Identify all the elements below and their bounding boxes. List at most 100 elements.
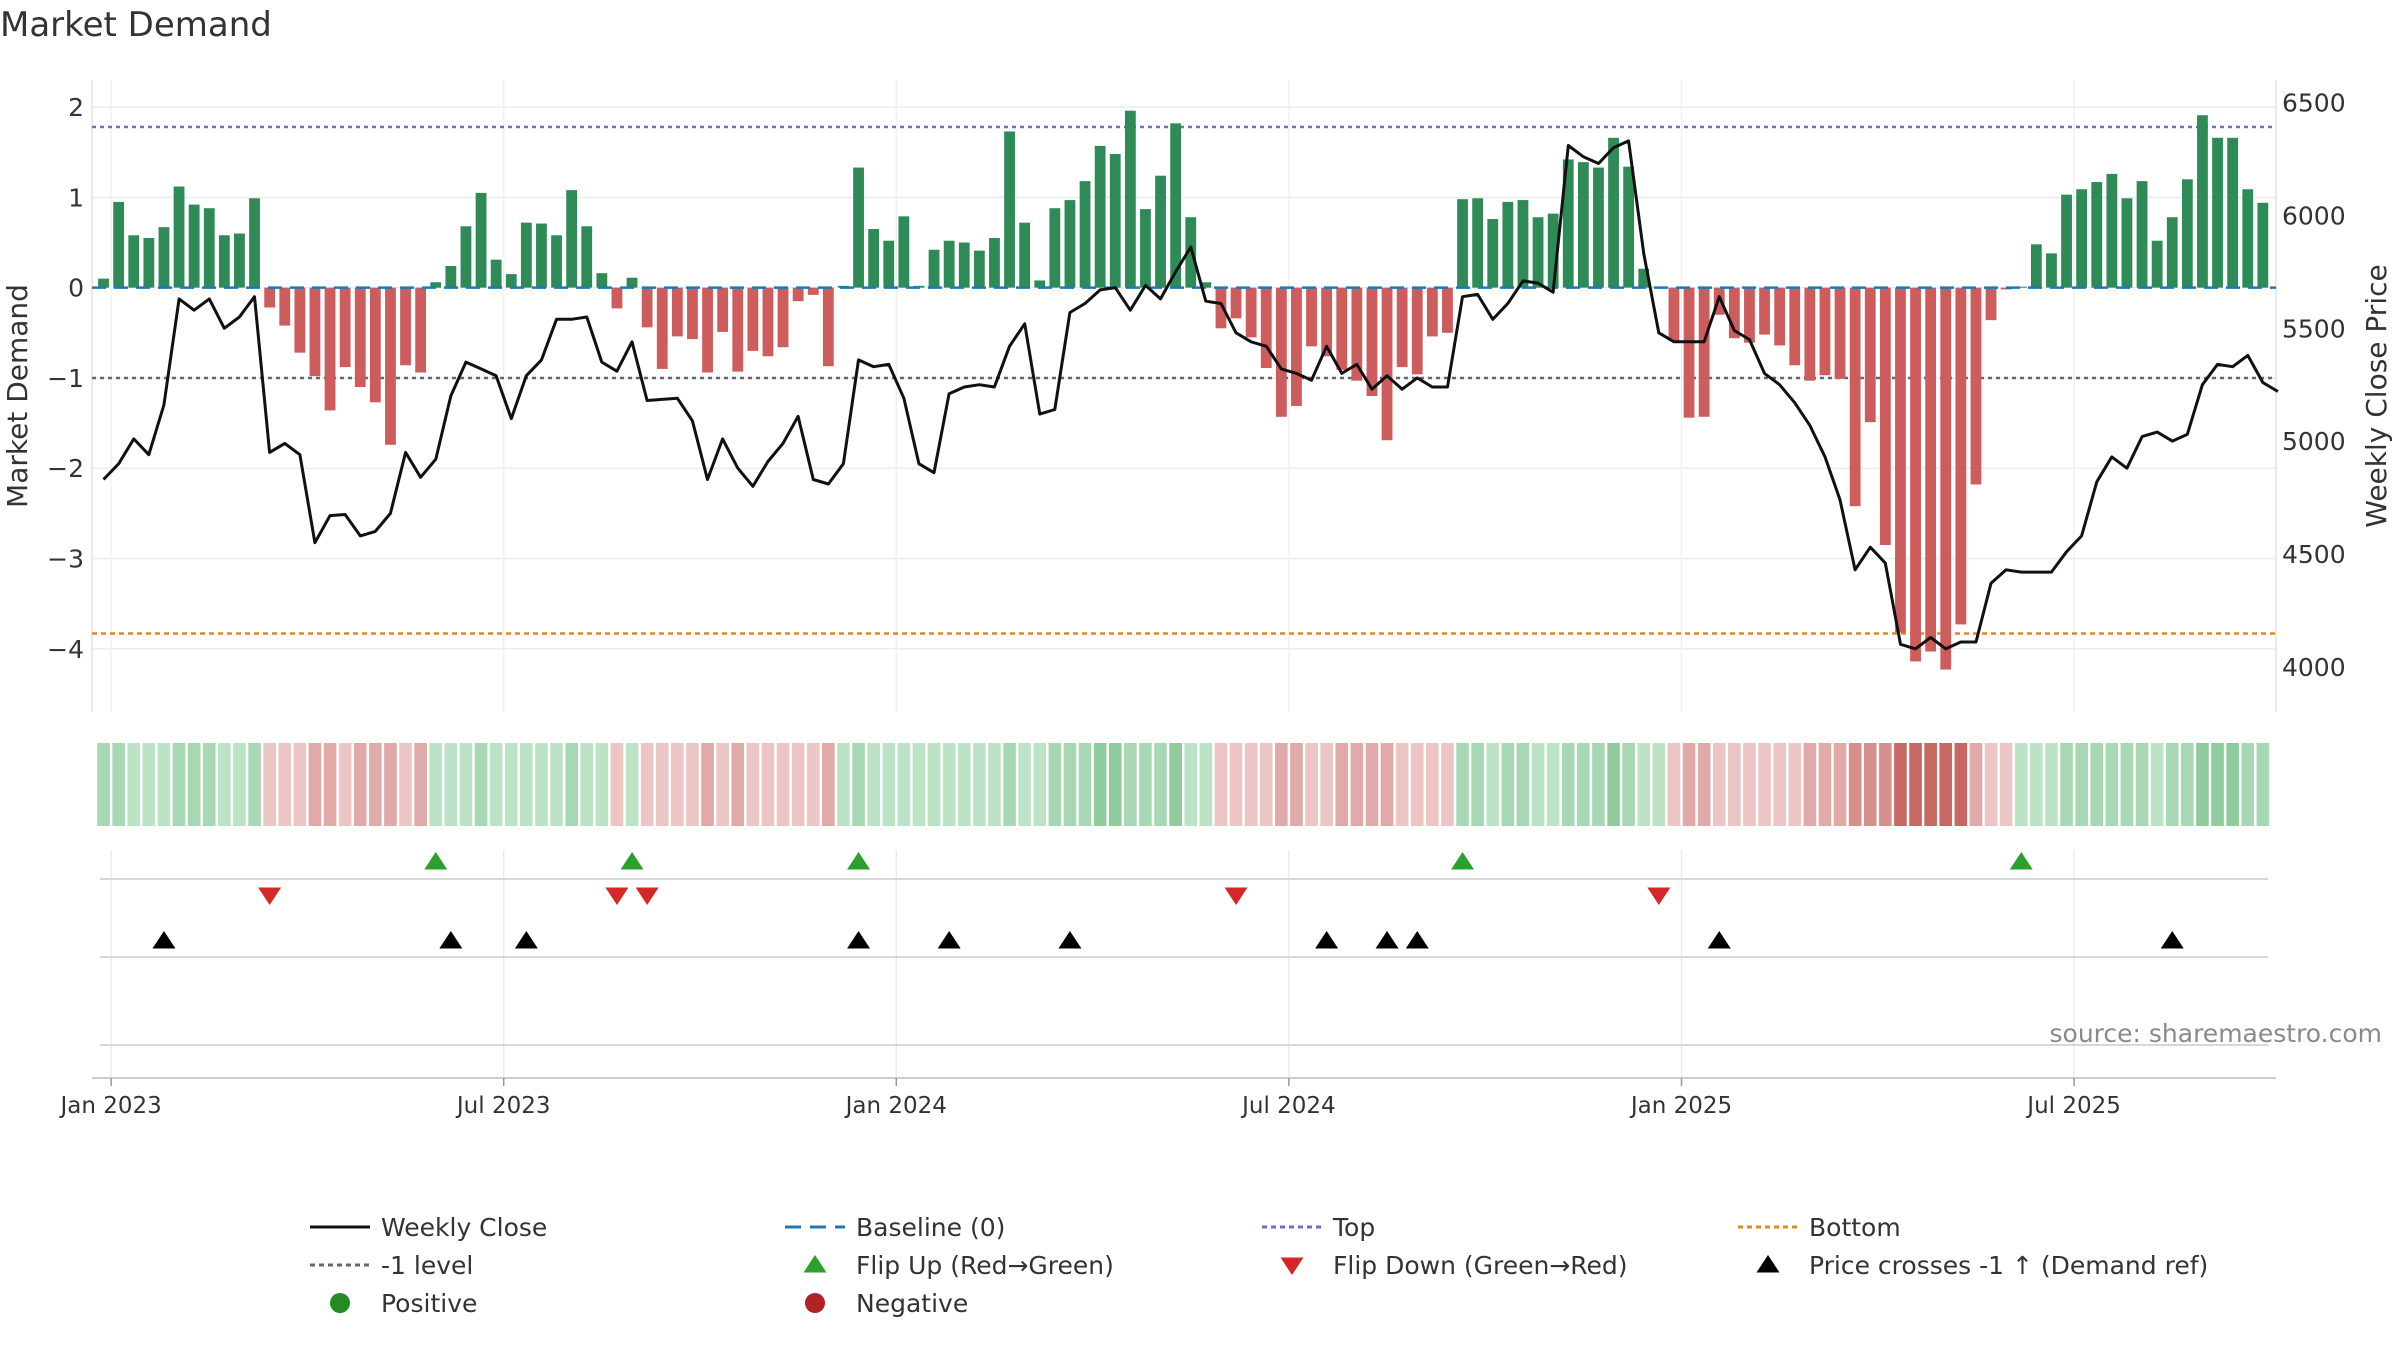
positive-demand-bar xyxy=(2242,189,2254,288)
flip-down-marker xyxy=(258,887,282,905)
intensity-cell xyxy=(671,743,684,826)
intensity-cell xyxy=(2150,743,2164,826)
positive-demand-bar xyxy=(1517,200,1529,288)
intensity-cell xyxy=(2075,743,2088,826)
intensity-cell xyxy=(1682,743,1696,826)
negative-demand-bar xyxy=(1789,287,1801,366)
negative-demand-bar xyxy=(324,287,336,411)
intensity-cell xyxy=(595,743,609,826)
negative-demand-bar xyxy=(369,287,381,403)
negative-demand-bar xyxy=(294,287,306,353)
intensity-cell xyxy=(806,743,820,826)
negative-demand-bar xyxy=(687,287,698,340)
y-tick-label: −4 xyxy=(47,635,84,664)
positive-demand-bar xyxy=(898,216,910,288)
negative-demand-bar xyxy=(656,287,668,369)
intensity-cell xyxy=(1184,743,1198,826)
main-panel: 2 1 0 −1 −2 −3 −4 6500 6000 5500 5000 4500 4000 Mar… xyxy=(1,80,2393,712)
intensity-cell xyxy=(1622,743,1635,826)
positive-demand-bar xyxy=(2166,217,2178,288)
positive-demand-bar xyxy=(490,259,502,288)
intensity-cell xyxy=(1516,743,1530,826)
negative-demand-bar xyxy=(777,287,789,348)
intensity-cell xyxy=(308,743,322,826)
legend-top-label: Top xyxy=(1332,1213,1375,1242)
negative-demand-bar xyxy=(1819,287,1831,376)
negative-demand-bar xyxy=(264,287,276,308)
negative-demand-bar xyxy=(1683,287,1695,418)
positive-demand-bar xyxy=(1472,198,1484,288)
price-cross-marker xyxy=(439,931,463,949)
intensity-cell xyxy=(248,743,261,826)
negative-demand-bar xyxy=(1275,287,1287,417)
positive-demand-bar xyxy=(2151,240,2163,288)
positive-demand-bar xyxy=(943,240,955,288)
intensity-cell xyxy=(369,743,382,826)
price-cross-marker xyxy=(1315,931,1339,949)
positive-demand-bar xyxy=(581,226,593,288)
intensity-cell xyxy=(1365,743,1379,826)
positive-demand-bar xyxy=(989,238,1000,288)
price-cross-marker xyxy=(2160,931,2184,949)
intensity-cell xyxy=(353,743,367,826)
intensity-cell xyxy=(822,743,835,826)
y2-tick-label: 5000 xyxy=(2282,427,2346,456)
negative-demand-bar xyxy=(1230,287,1242,319)
intensity-cell xyxy=(293,743,307,826)
intensity-cell xyxy=(112,743,125,826)
flip-down-marker xyxy=(605,887,629,905)
y-tick-label: 0 xyxy=(68,274,84,303)
flip-up-marker xyxy=(424,852,448,870)
intensity-cell xyxy=(1395,743,1409,826)
flip-up-marker xyxy=(2009,852,2033,870)
flip-down-marker xyxy=(1224,887,1248,905)
intensity-strip xyxy=(97,743,2270,826)
intensity-cell xyxy=(1139,743,1152,826)
chart-title: Market Demand xyxy=(0,5,272,45)
negative-demand-bar xyxy=(1336,287,1348,370)
intensity-cell xyxy=(1531,743,1545,826)
intensity-cell xyxy=(1003,743,1016,826)
x-tick-label: Jan 2024 xyxy=(844,1093,947,1119)
intensity-cell xyxy=(1063,743,1077,826)
intensity-cell xyxy=(746,743,760,826)
positive-demand-bar xyxy=(1185,217,1197,288)
positive-demand-bar xyxy=(1547,213,1559,288)
negative-demand-bar xyxy=(1245,287,1257,338)
negative-demand-bar xyxy=(354,287,366,387)
intensity-cell xyxy=(1259,743,1273,826)
intensity-cell xyxy=(1501,743,1515,826)
intensity-cell xyxy=(1728,743,1741,826)
positive-demand-bar xyxy=(853,167,864,288)
negative-demand-bar xyxy=(385,287,396,445)
intensity-cell xyxy=(655,743,669,826)
price-cross-marker xyxy=(1058,931,1082,949)
intensity-cell xyxy=(474,743,488,826)
intensity-cell xyxy=(218,743,231,826)
x-axis-ticks: Jan 2023 Jul 2023 Jan 2024 Jul 2024 Jan 2025… xyxy=(58,1078,2121,1119)
intensity-cell xyxy=(1924,743,1937,826)
negative-demand-bar xyxy=(1215,287,1227,329)
x-tick-label: Jul 2025 xyxy=(2025,1093,2121,1119)
x-tick-label: Jan 2025 xyxy=(1629,1093,1732,1119)
intensity-cell xyxy=(716,743,729,826)
intensity-cell xyxy=(1894,743,1907,826)
positive-demand-bar xyxy=(1170,123,1182,288)
intensity-cell xyxy=(1712,743,1726,826)
intensity-cell xyxy=(1969,743,1983,826)
intensity-cell xyxy=(701,743,714,826)
legend-minus-one-label: -1 level xyxy=(381,1251,473,1280)
positive-demand-bar xyxy=(475,192,487,288)
intensity-cell xyxy=(2226,743,2239,826)
flip-up-marker xyxy=(1451,852,1475,870)
positive-demand-bar xyxy=(958,242,970,288)
intensity-cell xyxy=(837,743,850,826)
y2-tick-label: 6500 xyxy=(2282,89,2346,118)
y2-tick-label: 6000 xyxy=(2282,201,2346,230)
intensity-cell xyxy=(942,743,956,826)
positive-demand-bar xyxy=(883,240,895,288)
intensity-cell xyxy=(2211,743,2224,826)
intensity-cell xyxy=(2181,743,2194,826)
positive-demand-bar xyxy=(2212,137,2223,288)
negative-demand-bar xyxy=(1668,287,1680,341)
